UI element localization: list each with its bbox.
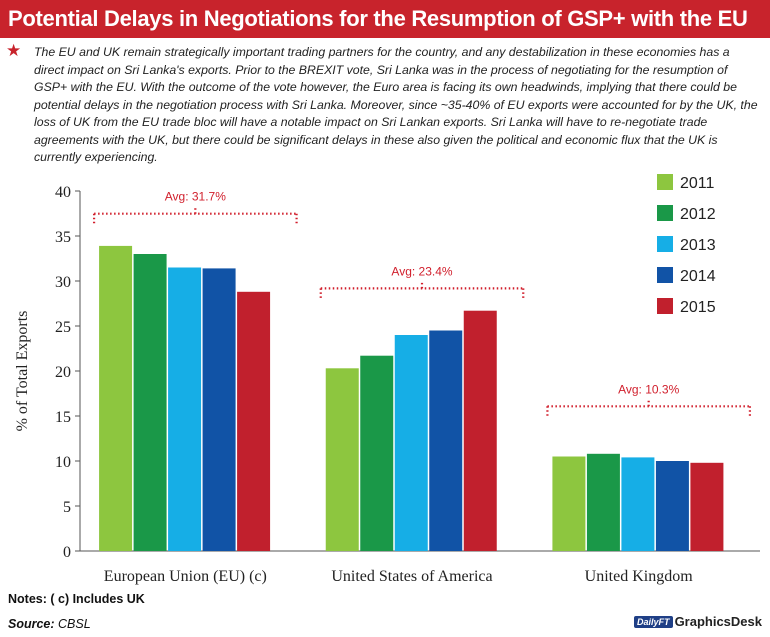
y-tick-label: 0 bbox=[63, 544, 71, 561]
star-icon: ★ bbox=[6, 41, 22, 60]
y-tick-label: 20 bbox=[55, 364, 71, 381]
credit-text: GraphicsDesk bbox=[674, 614, 762, 629]
avg-label: Avg: 23.4% bbox=[391, 264, 452, 278]
bar-2014 bbox=[655, 461, 689, 551]
legend-label-2013: 2013 bbox=[680, 237, 716, 254]
legend-label-2015: 2015 bbox=[680, 299, 716, 316]
dailyft-logo: DailyFT bbox=[634, 615, 673, 628]
intro-paragraph: The EU and UK remain strategically impor… bbox=[34, 45, 758, 164]
y-tick-label: 30 bbox=[55, 274, 71, 291]
bar-2015 bbox=[690, 462, 724, 551]
x-tick-label: United States of America bbox=[331, 568, 492, 585]
y-tick-label: 10 bbox=[55, 454, 71, 471]
source: Source: CBSL bbox=[8, 617, 91, 631]
legend-label-2014: 2014 bbox=[680, 268, 716, 285]
y-tick-label: 35 bbox=[55, 229, 71, 246]
bar-2011 bbox=[99, 245, 133, 551]
y-axis-label: % of Total Exports bbox=[14, 311, 31, 432]
y-tick-label: 15 bbox=[55, 409, 71, 426]
source-value: CBSL bbox=[58, 617, 91, 631]
bar-2014 bbox=[429, 330, 463, 551]
y-tick-label: 5 bbox=[63, 499, 71, 516]
y-tick-label: 40 bbox=[55, 184, 71, 201]
legend-label-2011: 2011 bbox=[680, 175, 715, 192]
avg-label: Avg: 31.7% bbox=[165, 190, 226, 204]
legend-swatch-2012 bbox=[657, 205, 673, 221]
legend-swatch-2013 bbox=[657, 236, 673, 252]
bar-2013 bbox=[621, 457, 655, 551]
bar-2012 bbox=[133, 254, 167, 551]
legend-swatch-2014 bbox=[657, 267, 673, 283]
bar-2012 bbox=[360, 355, 394, 551]
bar-2015 bbox=[463, 310, 497, 551]
bar-2013 bbox=[394, 335, 428, 551]
legend-swatch-2011 bbox=[657, 174, 673, 190]
bar-2012 bbox=[586, 453, 620, 551]
page-title: Potential Delays in Negotiations for the… bbox=[8, 6, 748, 31]
bar-2015 bbox=[237, 291, 271, 551]
title-bar: Potential Delays in Negotiations for the… bbox=[0, 0, 770, 38]
bar-2013 bbox=[168, 267, 202, 551]
avg-label: Avg: 10.3% bbox=[618, 382, 679, 396]
bar-2011 bbox=[325, 368, 359, 551]
bar-2011 bbox=[552, 456, 586, 551]
notes: Notes: ( c) Includes UK bbox=[8, 592, 145, 606]
graphics-desk-credit: DailyFT GraphicsDesk bbox=[634, 614, 762, 629]
x-tick-label: European Union (EU) (c) bbox=[104, 568, 267, 585]
legend-swatch-2015 bbox=[657, 298, 673, 314]
source-label: Source: bbox=[8, 617, 55, 631]
y-tick-label: 25 bbox=[55, 319, 71, 336]
x-tick-label: United Kingdom bbox=[585, 568, 694, 585]
bar-2014 bbox=[202, 268, 236, 551]
legend-label-2012: 2012 bbox=[680, 206, 716, 223]
